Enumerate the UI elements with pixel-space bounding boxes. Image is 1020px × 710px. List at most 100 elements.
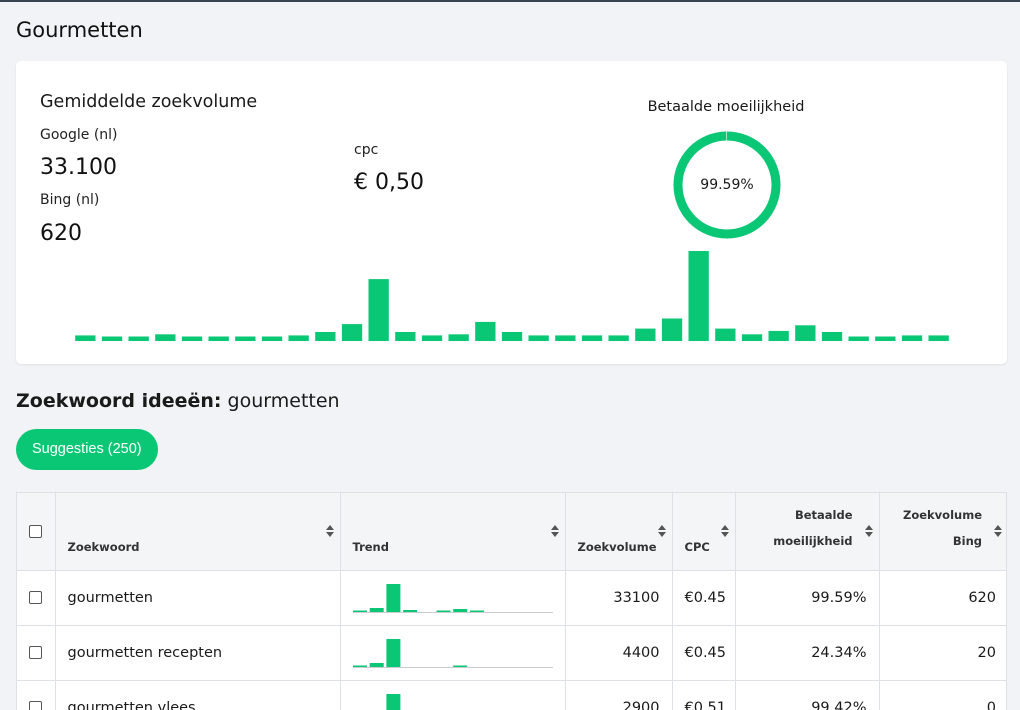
volume-bar (661, 318, 683, 341)
keyword-cell[interactable]: gourmetten vlees (55, 680, 341, 710)
bing-volume-cell: 0 (879, 680, 1006, 710)
summary-card: Gemiddelde zoekvolume Google (nl) 33.100… (16, 61, 1007, 364)
bing-volume: 620 (40, 221, 82, 246)
volume-bar (635, 328, 656, 341)
top-border (0, 0, 1020, 2)
trend-cell (340, 680, 566, 710)
difficulty-value: 99.59% (700, 177, 754, 193)
difficulty-title: Betaalde moeilijkheid (647, 99, 805, 115)
volume-bar (475, 321, 496, 341)
volume-bar (341, 324, 363, 341)
col-bing-label-1: Zoekvolume (903, 507, 982, 522)
google-label: Google (nl) (40, 127, 118, 143)
volume-bar (181, 336, 203, 341)
volume-bar (315, 332, 336, 341)
volume-bar (448, 334, 469, 341)
bing-volume-cell: 20 (879, 625, 1006, 681)
sparkline-bar (369, 662, 384, 667)
volume-bar (288, 335, 309, 341)
row-select-cell (17, 680, 56, 710)
cpc-cell: €0.45 (672, 625, 736, 681)
row-select-cell (17, 570, 56, 626)
col-trend-label: Trend (352, 539, 389, 554)
sparkline-bar (385, 638, 400, 667)
volume-bar (928, 335, 949, 341)
row-checkbox[interactable] (29, 701, 43, 710)
trend-sparkline (385, 693, 400, 710)
col-difficulty-label-2: moeilijkheid (773, 533, 853, 548)
volume-bar (821, 332, 843, 341)
col-trend[interactable]: Trend (340, 493, 566, 571)
volume-bar (795, 325, 816, 341)
keyword-table: Zoekwoord Trend Zoekvolume CPC Betaalde m… (16, 492, 1007, 710)
volume-cell: 33100 (565, 570, 673, 626)
keyword-cell[interactable]: gourmetten recepten (55, 625, 341, 681)
sparkline-bar (352, 610, 367, 612)
volume-bar (261, 336, 283, 341)
bing-label: Bing (nl) (40, 192, 100, 208)
trend-sparkline (352, 583, 553, 613)
sparkline-axis (352, 666, 553, 668)
volume-bar (155, 334, 176, 341)
sparkline-bar (452, 608, 467, 612)
col-cpc[interactable]: CPC (672, 493, 736, 571)
table-header-row: Zoekwoord Trend Zoekvolume CPC Betaalde m… (17, 493, 1006, 571)
table-row[interactable]: gourmetten 33100 €0.45 99.59% 620 (17, 570, 1006, 626)
average-volume-heading: Gemiddelde zoekvolume (40, 92, 258, 112)
col-bing-volume[interactable]: Zoekvolume Bing (879, 493, 1006, 571)
sparkline-axis (352, 611, 553, 613)
volume-bar (75, 335, 96, 341)
row-checkbox[interactable] (29, 646, 43, 659)
difficulty-cell: 99.59% (735, 570, 880, 626)
suggestions-tab[interactable]: Suggesties (250) (16, 429, 158, 470)
col-difficulty-label-1: Betaalde (794, 507, 853, 522)
volume-trend-chart (75, 251, 949, 341)
keyword-ideas-term: gourmetten (227, 390, 340, 412)
volume-bar (875, 336, 896, 341)
table-row[interactable]: gourmetten vlees 2900 €0.51 99.42% 0 (17, 680, 1006, 710)
volume-bar (235, 336, 256, 341)
keyword-cell[interactable]: gourmetten (55, 570, 341, 626)
sparkline-bar (452, 665, 467, 667)
col-keyword-label: Zoekwoord (67, 539, 140, 554)
col-difficulty[interactable]: Betaalde moeilijkheid (735, 493, 880, 571)
volume-bar (715, 328, 736, 341)
sparkline-bar (402, 609, 417, 612)
cpc-value: € 0,50 (354, 170, 424, 195)
volume-bar (528, 335, 549, 341)
volume-bar (608, 335, 629, 341)
row-checkbox[interactable] (29, 591, 43, 604)
volume-bar (901, 335, 923, 341)
table-row[interactable]: gourmetten recepten 4400 €0.45 24.34% 20 (17, 625, 1006, 681)
keyword-ideas-label: Zoekwoord ideeën: (16, 390, 222, 412)
col-keyword[interactable]: Zoekwoord (55, 493, 341, 571)
keyword-ideas-title: Zoekwoord ideeën: gourmetten (16, 390, 340, 412)
volume-bar (368, 279, 389, 341)
volume-bar (848, 336, 869, 341)
trend-cell (340, 625, 566, 681)
difficulty-arc (673, 131, 781, 239)
row-select-cell (17, 625, 56, 681)
col-volume[interactable]: Zoekvolume (565, 493, 673, 571)
cpc-label: cpc (354, 142, 379, 158)
trend-cell (340, 570, 566, 626)
col-volume-label: Zoekvolume (577, 539, 657, 554)
sparkline-bar (352, 665, 367, 667)
volume-bar (501, 332, 523, 341)
volume-cell: 2900 (565, 680, 673, 710)
volume-bar (128, 336, 149, 341)
volume-bar (741, 334, 763, 341)
sparkline-bar (385, 583, 400, 612)
cpc-cell: €0.45 (672, 570, 736, 626)
volume-bar (688, 251, 709, 341)
difficulty-cell: 99.42% (735, 680, 880, 710)
select-all-checkbox[interactable] (29, 525, 43, 539)
sparkline-bar (369, 607, 384, 612)
select-all-cell (17, 493, 56, 571)
volume-bar (555, 335, 576, 341)
difficulty-cell: 24.34% (735, 625, 880, 681)
volume-bar (395, 332, 416, 341)
col-cpc-label: CPC (684, 539, 710, 554)
sparkline-bar (436, 610, 450, 612)
difficulty-donut: 99.59% (672, 130, 782, 240)
